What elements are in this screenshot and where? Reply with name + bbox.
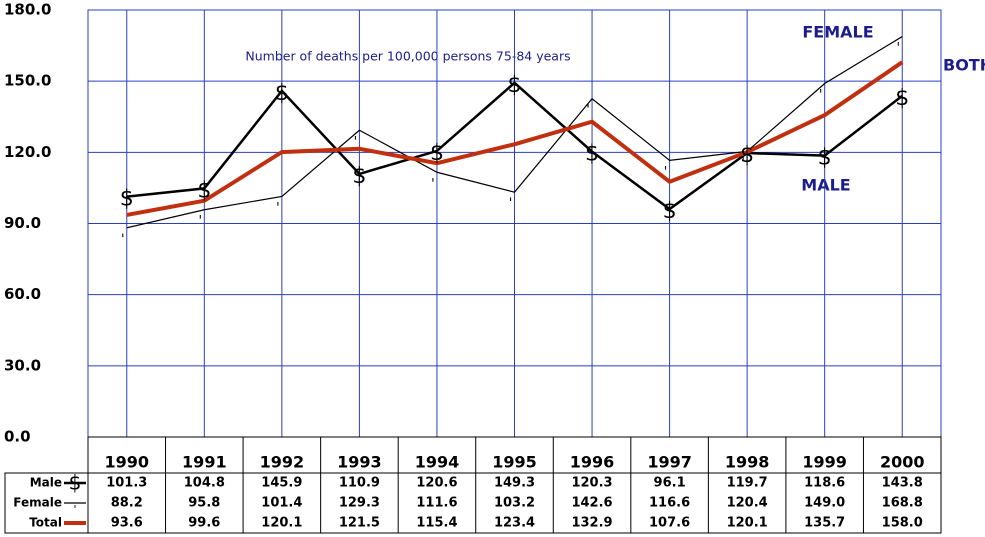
y-tick-label: 180.0: [4, 1, 51, 19]
table-cell: 120.1: [261, 516, 302, 531]
x-tick-label: 1991: [182, 453, 227, 472]
x-tick-label: 1992: [260, 453, 305, 472]
table-cell: 120.6: [416, 476, 457, 491]
x-tick-label: 1995: [492, 453, 537, 472]
table-cell: 149.3: [494, 476, 535, 491]
point-marker: $: [585, 142, 599, 167]
point-marker: ': [121, 232, 125, 247]
series-line: [126, 36, 903, 229]
annotation: FEMALE: [802, 23, 873, 42]
legend-label: Male: [30, 476, 62, 490]
chart-subtitle: Number of deaths per 100,000 persons 75-…: [245, 49, 570, 64]
table-cell: 101.3: [106, 476, 147, 491]
table-cell: 119.7: [727, 476, 768, 491]
y-tick-label: 30.0: [4, 356, 41, 374]
point-marker: ': [896, 41, 900, 56]
point-marker: ': [586, 103, 590, 118]
table-cell: 110.9: [339, 476, 380, 491]
point-marker: $: [430, 141, 444, 166]
table-cell: 158.0: [882, 516, 923, 531]
point-marker: $: [352, 164, 366, 189]
annotation: BOTH: [943, 56, 985, 75]
point-marker: $: [740, 143, 754, 168]
point-marker: ': [509, 197, 513, 212]
point-marker: ': [431, 177, 435, 192]
table-cell: 116.6: [649, 496, 690, 511]
table-cell: 104.8: [184, 476, 225, 491]
legend-marker: $: [69, 471, 82, 495]
point-marker: ': [199, 214, 203, 229]
x-tick-label: 1997: [647, 453, 692, 472]
y-tick-label: 0.0: [4, 428, 31, 446]
x-tick-label: 1994: [415, 453, 460, 472]
table-cell: 149.0: [804, 496, 845, 511]
table-cell: 120.3: [571, 476, 612, 491]
series-line: [126, 60, 904, 217]
table-cell: 142.6: [571, 496, 612, 511]
table-cell: 145.9: [261, 476, 302, 491]
table-cell: 132.9: [571, 516, 612, 531]
table-cell: 121.5: [339, 516, 380, 531]
table-cell: 107.6: [649, 516, 690, 531]
x-tick-label: 2000: [880, 453, 925, 472]
table-body-frame: [4, 472, 942, 534]
table-cell: 143.8: [882, 476, 923, 491]
legend-label: Female: [13, 496, 62, 510]
table-cell: 95.8: [188, 496, 220, 511]
table-cell: 129.3: [339, 496, 380, 511]
table-cell: 96.1: [654, 476, 686, 491]
y-tick-label: 120.0: [4, 143, 51, 161]
table-cell: 99.6: [188, 516, 220, 531]
x-tick-label: 1999: [802, 453, 847, 472]
annotation: MALE: [801, 176, 850, 195]
table-cell: 101.4: [261, 496, 302, 511]
table-cell: 93.6: [111, 516, 143, 531]
y-tick-label: 90.0: [4, 214, 41, 232]
table-cell: 118.6: [804, 476, 845, 491]
legend-label: Total: [29, 516, 62, 530]
point-marker: ': [276, 201, 280, 216]
table-cell: 111.6: [416, 496, 457, 511]
table-cell: 115.4: [416, 516, 457, 531]
x-tick-label: 1990: [105, 453, 150, 472]
table-cell: 168.8: [882, 496, 923, 511]
x-tick-label: 1996: [570, 453, 615, 472]
table-cell: 120.4: [727, 496, 768, 511]
table-cell: 123.4: [494, 516, 535, 531]
point-marker: $: [818, 146, 832, 171]
point-marker: ': [664, 165, 668, 180]
point-marker: ': [741, 156, 745, 171]
point-marker: $: [663, 199, 677, 224]
table-cell: 103.2: [494, 496, 535, 511]
point-marker: $: [275, 81, 289, 106]
point-marker: ': [819, 88, 823, 103]
y-tick-label: 60.0: [4, 285, 41, 303]
point-marker: $: [197, 178, 211, 203]
table-cell: 120.1: [727, 516, 768, 531]
series-line: [126, 81, 903, 211]
point-marker: $: [895, 86, 909, 111]
point-marker: ': [354, 135, 358, 150]
table-cell: 88.2: [111, 496, 143, 511]
y-tick-label: 150.0: [4, 72, 51, 90]
point-marker: $: [508, 73, 522, 98]
legend-marker: ': [73, 503, 76, 516]
table-cell: 135.7: [804, 516, 845, 531]
x-tick-label: 1998: [725, 453, 770, 472]
point-marker: $: [120, 187, 134, 212]
x-tick-label: 1993: [337, 453, 382, 472]
